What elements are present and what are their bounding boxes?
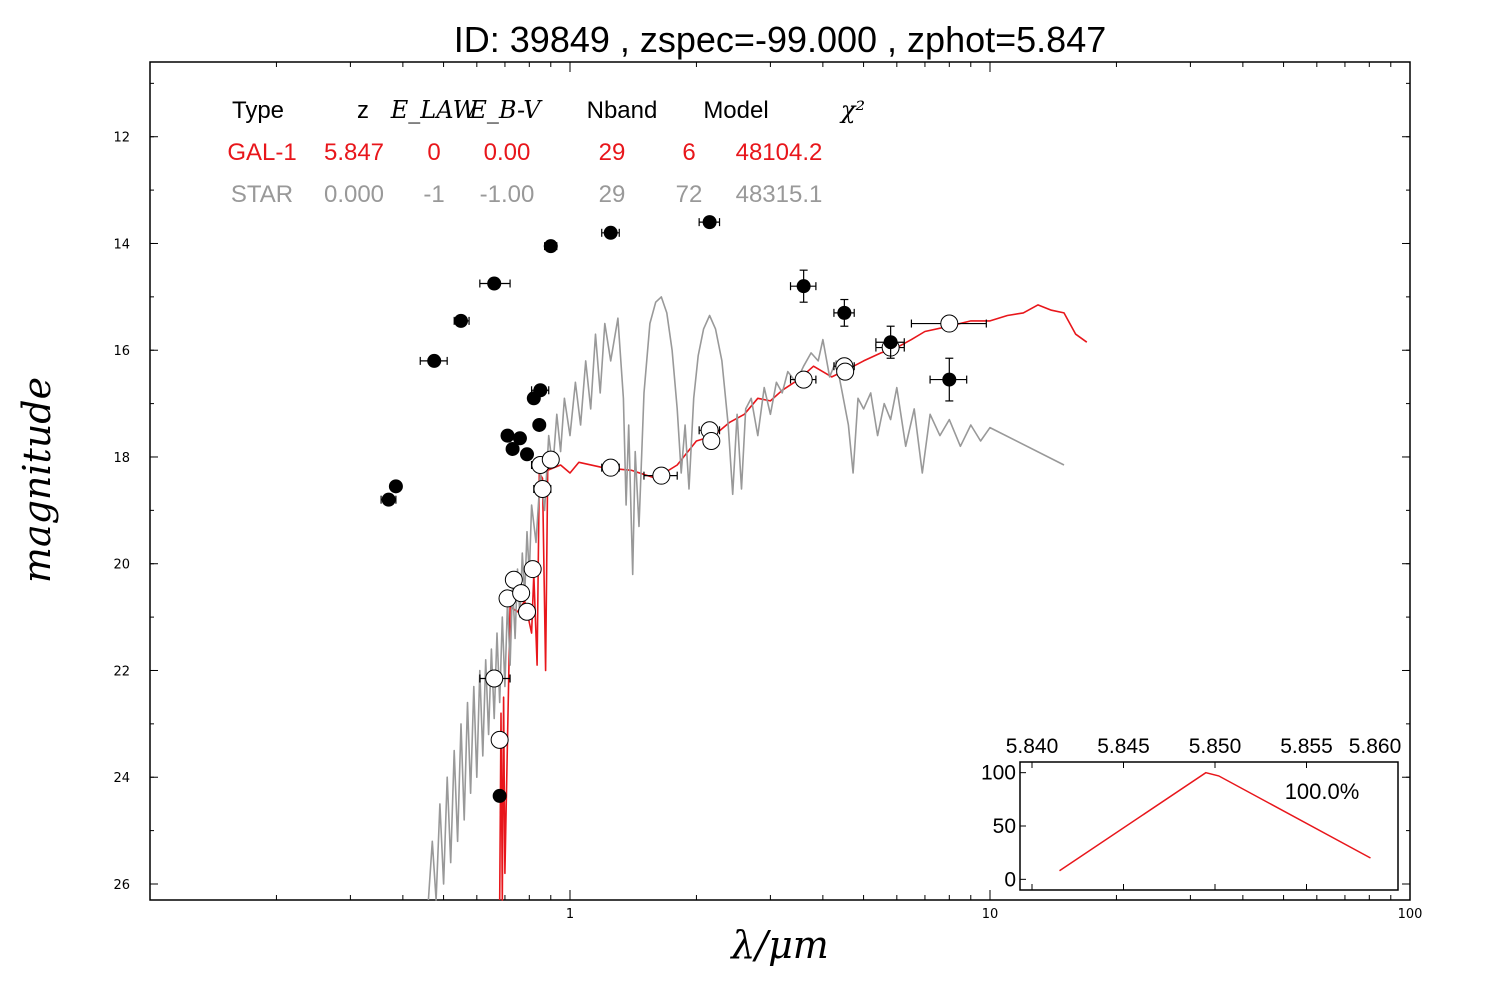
table-cell: 72: [676, 181, 703, 208]
observed-magnitude-point: [512, 431, 527, 446]
y-tick-label: 12: [113, 131, 130, 146]
table-cell: 29: [599, 139, 626, 166]
model-magnitude-point: [702, 431, 721, 450]
table-header-type: Type: [232, 97, 284, 124]
model-spectra: [427, 296, 1088, 901]
observed-magnitude-point: [883, 335, 898, 350]
table-header-z: z: [357, 97, 369, 124]
pdz-inset: 100.0% 5.840 5.845 5.850 5.855 5.860 0 50 100: [981, 735, 1401, 891]
observed-magnitude-point: [520, 447, 535, 462]
y-tick-label: 24: [113, 771, 130, 786]
y-tick-label: 18: [113, 451, 130, 466]
table-cell: 48104.2: [736, 139, 823, 166]
observed-magnitude-point: [388, 479, 403, 494]
table-cell: -1.00: [480, 181, 535, 208]
table-header-nband: Nband: [587, 97, 658, 124]
inset-y-tick-label: 0: [1004, 868, 1016, 891]
table-cell: -1: [423, 181, 444, 208]
axis-ticks: 12 14 16 18 20 22 24 26 1 10 100: [113, 62, 1422, 922]
observed-magnitude-point: [427, 353, 442, 368]
photometry-points: [380, 215, 987, 803]
model-magnitude-point: [523, 560, 542, 579]
y-tick-label: 22: [113, 664, 130, 679]
x-tick-label: 10: [982, 907, 999, 922]
observed-magnitude-point: [837, 305, 852, 320]
observed-magnitude-point: [543, 239, 558, 254]
inset-frame: [1019, 761, 1399, 891]
y-axis-label: magnitude: [15, 377, 59, 583]
model-magnitude-point: [836, 362, 855, 381]
inset-x-tick-label: 5.855: [1280, 735, 1333, 758]
observed-magnitude-point: [796, 279, 811, 294]
table-header-model: Model: [703, 97, 768, 124]
model-magnitude-point: [512, 584, 531, 603]
model-magnitude-point: [518, 602, 537, 621]
observed-magnitude-point: [487, 276, 502, 291]
table-cell: 6: [682, 139, 695, 166]
table-header-elaw: E_LAW: [390, 96, 480, 124]
table-cell: 5.847: [324, 139, 384, 166]
table-cell: 29: [599, 181, 626, 208]
inset-x-tick-label: 5.860: [1349, 735, 1402, 758]
table-cell: 0: [427, 139, 440, 166]
inset-y-tick-label: 50: [993, 815, 1016, 838]
x-tick-label: 100: [1398, 907, 1423, 922]
inset-x-tick-label: 5.840: [1006, 735, 1059, 758]
chart-title: ID: 39849 , zspec=-99.000 , zphot=5.847: [454, 19, 1106, 60]
table-cell: 0.00: [484, 139, 531, 166]
table-header-ebv: E_B-V: [468, 96, 543, 124]
model-magnitude-point: [485, 669, 504, 688]
inset-annotation: 100.0%: [1285, 779, 1360, 804]
observed-magnitude-point: [381, 492, 396, 507]
pdz-curve: [1059, 771, 1371, 872]
plot-frame: [149, 61, 1411, 901]
observed-magnitude-point: [532, 417, 547, 432]
inset-x-tick-label: 5.845: [1097, 735, 1150, 758]
observed-magnitude-point: [453, 313, 468, 328]
model-magnitude-point: [940, 314, 959, 333]
model-magnitude-point: [794, 370, 813, 389]
x-tick-label: 1: [566, 907, 574, 922]
model-magnitude-point: [652, 466, 671, 485]
table-cell: 48315.1: [736, 181, 823, 208]
table-cell: GAL-1: [227, 139, 296, 166]
model-magnitude-point: [601, 458, 620, 477]
observed-magnitude-point: [505, 441, 520, 456]
y-tick-label: 20: [113, 558, 130, 573]
galaxy-model-line: [498, 304, 1088, 901]
observed-magnitude-point: [942, 372, 957, 387]
model-magnitude-point: [490, 730, 509, 749]
y-tick-label: 14: [113, 237, 130, 252]
x-axis-label: λ/μm: [729, 923, 829, 967]
model-magnitude-point: [533, 480, 552, 499]
table-header-chi2: χ²: [839, 96, 865, 124]
table-cell: 0.000: [324, 181, 384, 208]
y-tick-label: 26: [113, 878, 130, 893]
model-magnitude-point: [541, 450, 560, 469]
star-model-line: [427, 296, 1065, 901]
table-cell: STAR: [231, 181, 293, 208]
observed-magnitude-point: [702, 215, 717, 230]
y-tick-label: 16: [113, 344, 130, 359]
observed-magnitude-point: [603, 225, 618, 240]
inset-y-tick-label: 100: [981, 762, 1016, 785]
observed-magnitude-point: [500, 428, 515, 443]
observed-magnitude-point: [492, 788, 507, 803]
observed-magnitude-point: [533, 383, 548, 398]
inset-x-tick-label: 5.850: [1189, 735, 1242, 758]
